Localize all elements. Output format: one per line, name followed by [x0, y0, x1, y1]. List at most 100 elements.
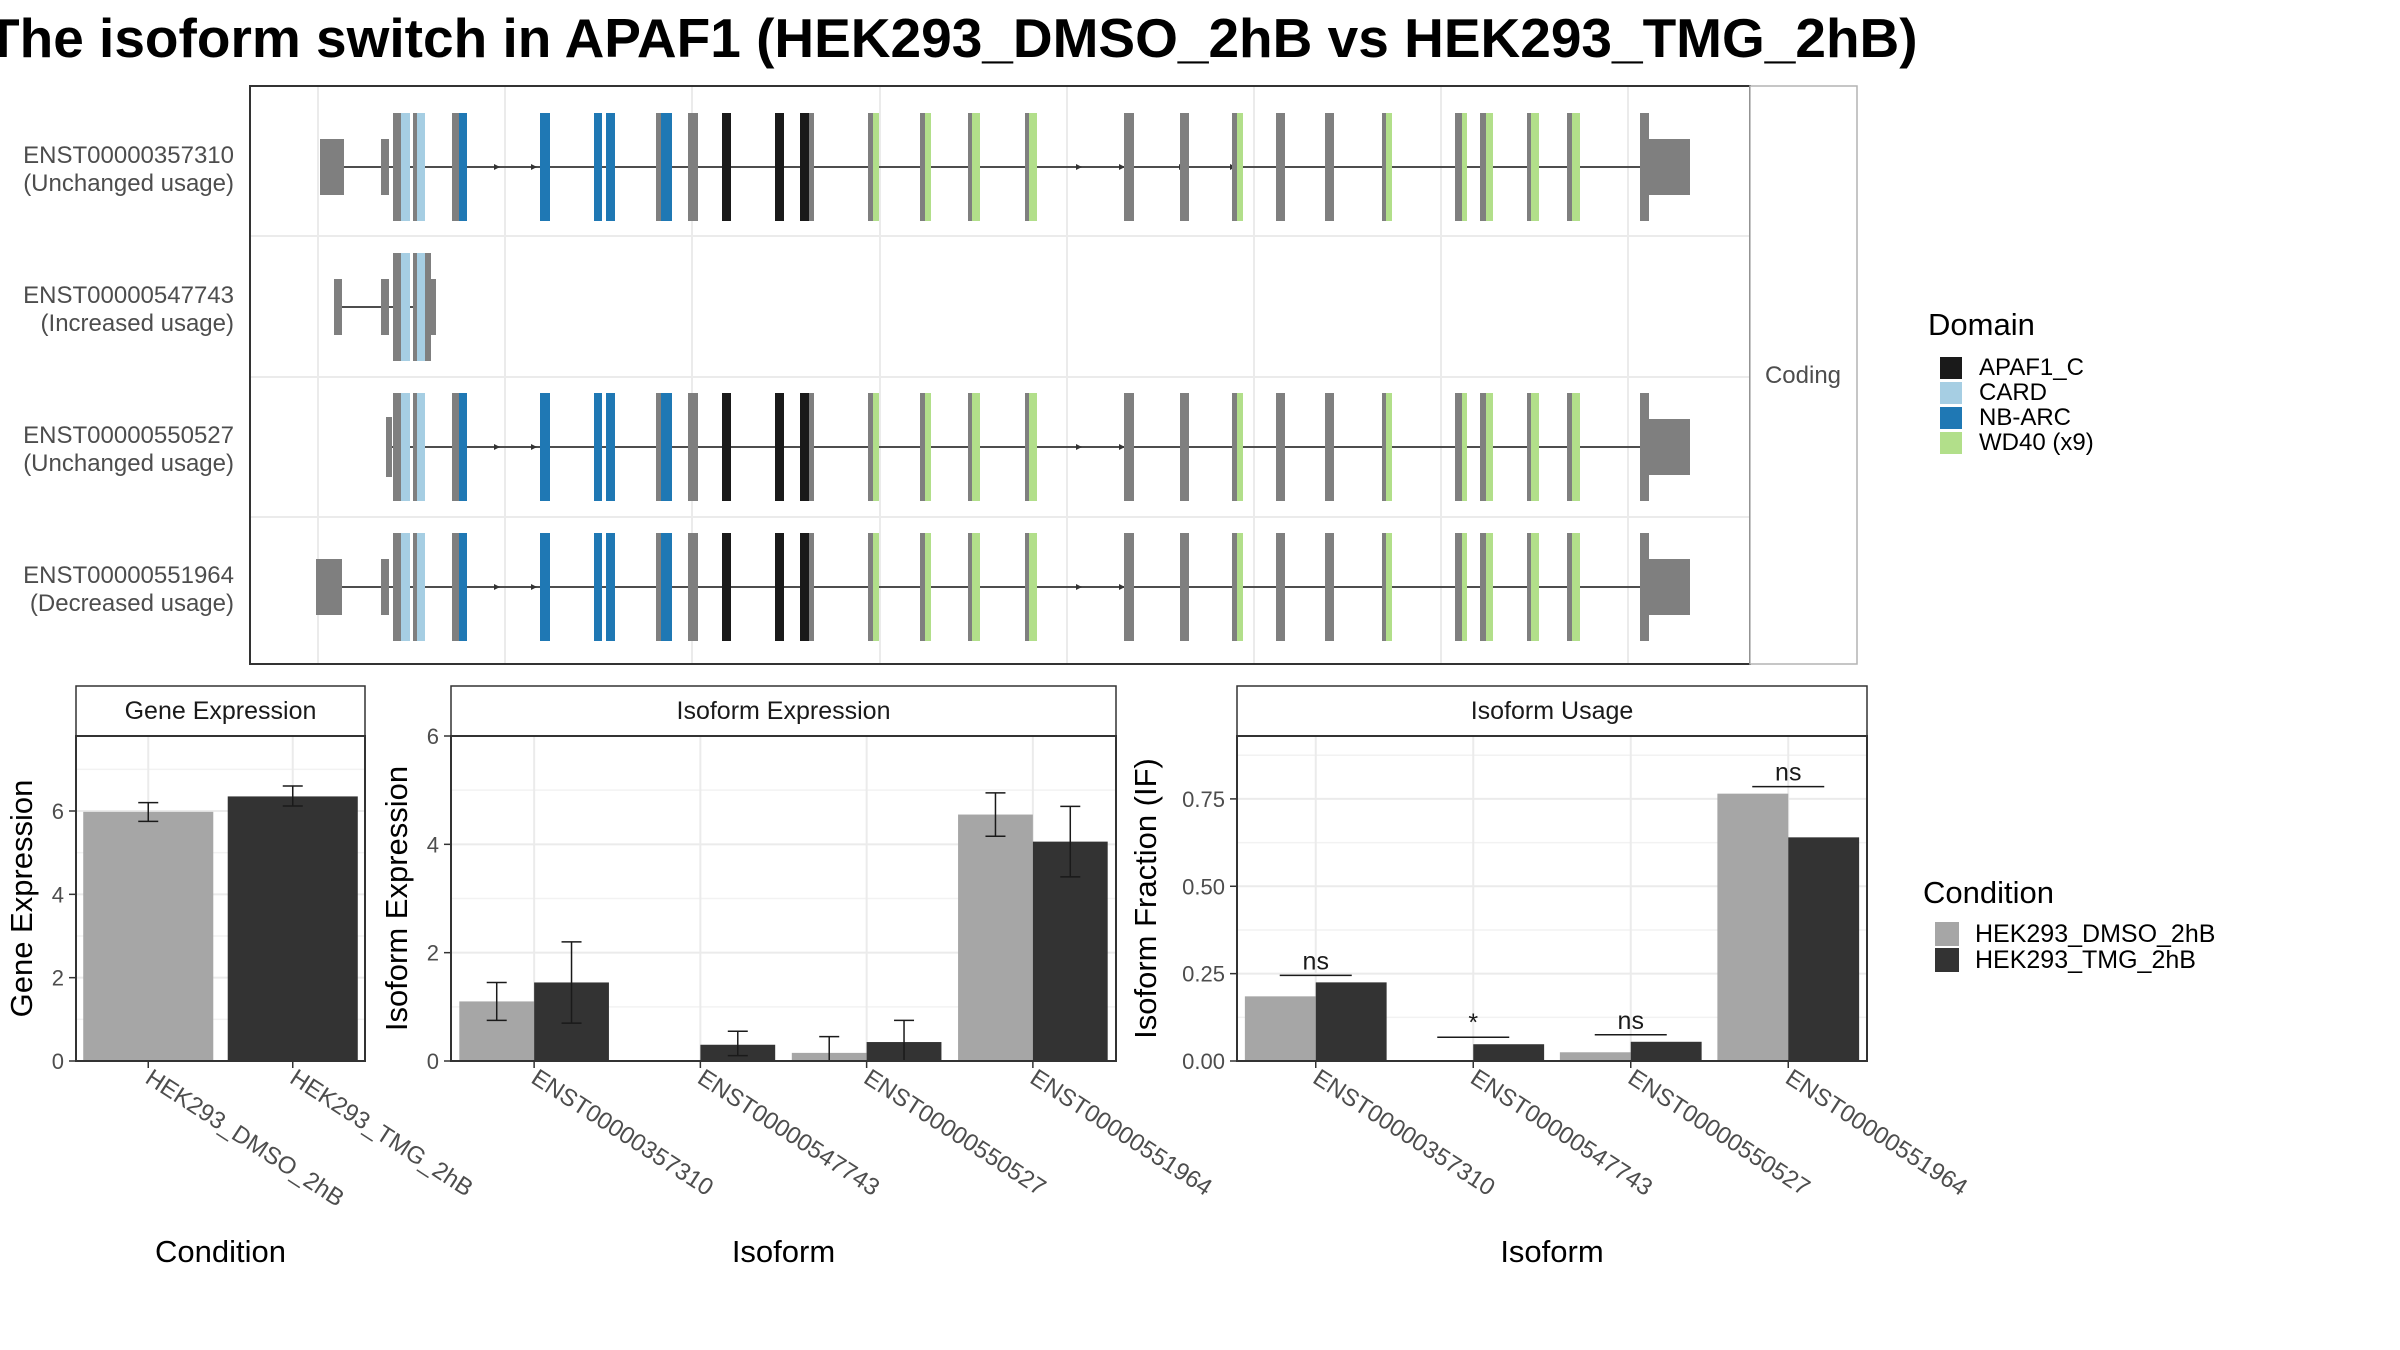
exon-block — [393, 533, 401, 641]
bar — [83, 811, 214, 1061]
exon-block — [1649, 559, 1690, 615]
exon-block — [401, 393, 410, 501]
exon-block — [320, 139, 344, 195]
exon-block — [809, 113, 814, 221]
exon-block — [873, 393, 879, 501]
significance-label: ns — [1775, 759, 1801, 787]
exon-block — [688, 533, 698, 641]
y-tick-label: 6 — [427, 724, 439, 749]
exon-block — [1124, 393, 1134, 501]
strand-arrow — [1119, 444, 1125, 450]
panel-border — [450, 735, 1117, 1062]
exon-block — [1572, 533, 1580, 641]
condition-legend-swatch — [1935, 948, 1959, 972]
x-axis-title: Isoform — [1500, 1234, 1603, 1269]
y-tick-label: 2 — [52, 966, 64, 991]
bar — [958, 814, 1033, 1061]
exon-block — [1276, 113, 1285, 221]
exon-block — [540, 113, 550, 221]
exon-block — [968, 533, 972, 641]
transcript-id-label: ENST00000547743 — [23, 282, 234, 309]
exon-block — [1572, 393, 1580, 501]
exon-block — [1029, 113, 1037, 221]
strand-arrow — [1076, 584, 1082, 590]
bar — [1788, 837, 1860, 1061]
y-tick-label: 0.25 — [1182, 962, 1225, 987]
x-tick-label: ENST00000357310 — [527, 1064, 719, 1201]
y-axis-title: Isoform Fraction (IF) — [1128, 758, 1163, 1039]
exon-block — [1025, 533, 1029, 641]
exon-block — [1649, 139, 1690, 195]
exon-block — [594, 393, 602, 501]
x-tick-label: ENST00000551964 — [1025, 1064, 1217, 1201]
y-tick-label: 6 — [52, 799, 64, 824]
transcript-usage-label: (Unchanged usage) — [23, 170, 234, 197]
exon-block — [775, 113, 784, 221]
exon-block — [1455, 113, 1462, 221]
exon-block — [809, 393, 814, 501]
exon-block — [868, 533, 873, 641]
transcript-id-label: ENST00000550527 — [23, 422, 234, 449]
exon-block — [1382, 393, 1386, 501]
domain-legend-title: Domain — [1928, 307, 2035, 342]
exon-block — [1462, 393, 1467, 501]
exon-block — [393, 253, 401, 361]
exon-block — [661, 113, 672, 221]
exon-block — [413, 393, 417, 501]
exon-block — [1567, 533, 1572, 641]
exon-block — [920, 533, 925, 641]
significance-label: * — [1468, 1009, 1478, 1037]
exon-block — [968, 113, 972, 221]
y-axis-title: Isoform Expression — [379, 766, 414, 1031]
structure-plot-frame — [249, 85, 1751, 665]
exon-block — [1640, 113, 1649, 221]
exon-block — [1386, 393, 1392, 501]
bar — [1559, 1052, 1631, 1061]
exon-block — [1480, 393, 1486, 501]
domain-legend-swatch — [1940, 407, 1962, 429]
exon-block — [1180, 113, 1189, 221]
significance-label: ns — [1618, 1007, 1644, 1035]
exon-block — [594, 113, 602, 221]
exon-block — [381, 559, 389, 615]
exon-block — [1527, 393, 1531, 501]
exon-block — [1232, 533, 1237, 641]
exon-block — [925, 533, 931, 641]
exon-block — [1486, 533, 1493, 641]
exon-block — [800, 113, 809, 221]
exon-block — [1276, 533, 1285, 641]
exon-block — [1325, 113, 1334, 221]
exon-block — [920, 113, 925, 221]
domain-legend-swatch — [1940, 382, 1962, 404]
exon-block — [1029, 533, 1037, 641]
exon-block — [417, 393, 425, 501]
exon-block — [1124, 113, 1134, 221]
bar — [1032, 841, 1108, 1061]
bar — [227, 796, 358, 1061]
exon-block — [688, 393, 698, 501]
exon-block — [452, 533, 459, 641]
exon-block — [452, 393, 459, 501]
exon-block — [540, 393, 550, 501]
exon-block — [606, 393, 615, 501]
x-tick-label: ENST00000550527 — [859, 1064, 1051, 1201]
exon-block — [393, 393, 401, 501]
significance-label: ns — [1303, 947, 1329, 975]
bar — [1473, 1044, 1545, 1061]
domain-legend-swatch — [1940, 357, 1962, 379]
exon-block — [775, 533, 784, 641]
exon-block — [1237, 113, 1243, 221]
exon-block — [1640, 393, 1649, 501]
domain-legend-swatch — [1940, 432, 1962, 454]
strand-arrow — [1119, 584, 1125, 590]
exon-block — [413, 253, 417, 361]
exon-block — [401, 533, 410, 641]
strip-label: Coding — [1765, 362, 1841, 389]
facet-title: Gene Expression — [125, 697, 317, 725]
exon-block — [431, 279, 436, 335]
y-axis-title: Gene Expression — [4, 780, 39, 1018]
exon-block — [401, 253, 410, 361]
